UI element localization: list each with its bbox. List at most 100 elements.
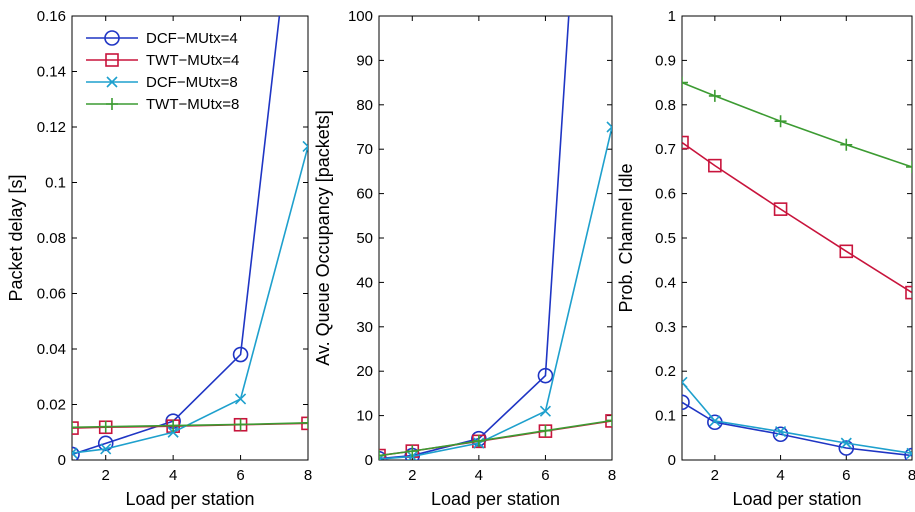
x-tick-label: 8 [608,467,616,484]
y-tick-label: 0 [668,452,676,469]
data-point-dcf8 [840,437,852,449]
data-point-dcf4 [97,435,114,452]
y-tick-label: 100 [348,8,373,25]
data-point-dcf8 [606,121,612,133]
data-point-twt8 [99,420,112,433]
x-tick-label: 6 [842,467,850,484]
legend: DCF−MUtx=4 TWT−MUtx=4 DCF−MUtx=8 TWT−MUtx=8 [86,30,239,113]
y-tick-label: 90 [356,52,373,69]
series-line-twt8 [379,419,612,457]
data-point-twt8 [302,416,308,429]
data-point-dcf4 [904,447,912,460]
y-axis-label: Packet delay [s] [6,174,26,301]
data-point-dcf8 [906,447,912,459]
y-tick-label: 0.9 [655,52,676,69]
plot-panel-3: 0 0.1 0.2 0.3 0.4 0.5 0.6 0.7 0.8 0.9 1 2 4 6 8 Load pe… [616,8,915,509]
y-axis-label: Av. Queue Occupancy [packets] [313,110,333,365]
x-tick-label: 8 [304,467,312,484]
data-point-dcf8 [167,426,179,438]
data-point-twt8 [472,434,485,447]
data-point-dcf4 [838,440,855,456]
series-line-dcf8 [379,126,612,460]
x-tick-label: 2 [711,467,719,484]
y-tick-label: 0.5 [655,230,676,247]
data-point-dcf8 [72,447,78,459]
y-tick-label: 60 [356,186,373,203]
data-point-dcf8 [302,140,308,152]
plot-panel-1: 0 0.02 0.04 0.06 0.08 0.1 0.12 0.14 0.16 2 4 6 8 Load… [6,8,312,509]
axes-box [681,15,913,461]
data-point-twt8 [682,76,688,89]
data-point-twt8 [774,115,787,128]
y-tick-label: 0.12 [37,119,66,136]
x-tick-label: 6 [541,467,549,484]
y-tick-label: 0.14 [37,64,66,81]
x-axis-label: Load per station [125,489,254,509]
y-tick-label: 0.08 [37,230,66,247]
x-axis-label: Load per station [431,489,560,509]
legend-label-dcf4: DCF−MUtx=4 [146,30,238,47]
y-tick-label: 20 [356,363,373,380]
data-point-dcf8 [775,426,787,438]
y-tick-label: 50 [356,230,373,247]
y-tick-label: 80 [356,97,373,114]
y-axis-label: Prob. Channel Idle [616,163,636,312]
data-point-twt8 [840,138,853,151]
data-point-dcf4 [72,446,80,460]
y-tick-label: 0.8 [655,97,676,114]
series-line-twt4 [682,141,912,294]
data-point-dcf4 [772,426,789,443]
x-tick-label: 2 [102,467,110,484]
y-tick-label: 10 [356,408,373,425]
y-tick-label: 0.7 [655,141,676,158]
y-tick-label: 0.04 [37,341,66,358]
y-tick-label: 0.16 [37,8,66,25]
data-point-twt4 [839,244,854,259]
x-tick-label: 4 [169,467,177,484]
data-point-twt8 [606,414,612,427]
series-line-dcf8 [72,146,308,454]
x-tick-label: 4 [776,467,784,484]
series-group [72,16,308,460]
data-point-twt8 [406,445,419,458]
x-axis-label: Load per station [732,489,861,509]
data-point-twt4 [72,421,79,435]
data-point-dcf8 [539,405,551,417]
series-line-dcf4 [379,16,570,460]
series-group [379,16,612,460]
y-tick-label: 70 [356,141,373,158]
y-tick-label: 30 [356,319,373,336]
y-tick-label: 1 [668,8,676,25]
series-line-dcf4 [682,401,912,457]
data-point-dcf8 [709,415,721,427]
y-tick-label: 0.1 [45,175,66,192]
data-point-dcf8 [235,393,247,405]
data-point-twt8 [708,89,721,102]
data-point-twt8 [234,418,247,431]
plot-panel-2: 0 10 20 30 40 50 60 70 80 90 100 2 4 6 8 Load per stati… [313,8,616,509]
data-point-twt8 [906,160,912,173]
x-tick-label: 4 [475,467,483,484]
data-point-dcf8 [100,443,112,455]
y-tick-label: 40 [356,274,373,291]
data-point-twt8 [539,424,552,437]
y-tick-label: 0.06 [37,286,66,303]
data-point-twt4 [708,158,722,173]
x-tick-label: 6 [236,467,244,484]
data-point-dcf4 [232,346,249,363]
y-tick-label: 0 [365,452,373,469]
data-point-dcf8 [682,376,688,388]
data-point-dcf4 [537,367,554,384]
y-tick-label: 0.4 [655,274,676,291]
y-tick-label: 0.1 [655,408,676,425]
x-tick-label: 8 [908,467,915,484]
legend-marker-twt4 [105,53,119,67]
y-tick-label: 0.3 [655,319,676,336]
data-point-twt8 [379,449,385,460]
y-tick-label: 0 [58,452,66,469]
series-group [682,76,912,460]
legend-marker-dcf4 [104,30,120,46]
data-point-twt8 [72,421,78,434]
y-tick-label: 0.2 [655,363,676,380]
